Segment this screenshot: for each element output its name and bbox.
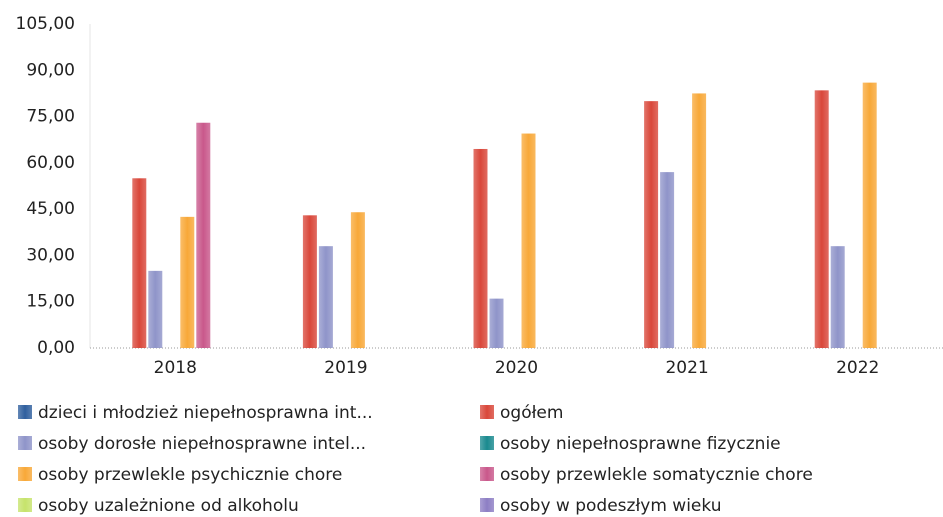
legend-label: dzieci i młodzież niepełnosprawna int... bbox=[38, 403, 373, 423]
y-tick-label: 90,00 bbox=[26, 60, 75, 80]
x-tick-label: 2022 bbox=[836, 358, 879, 378]
legend-label: osoby dorosłe niepełnosprawne intel... bbox=[38, 434, 366, 454]
bar bbox=[132, 178, 147, 348]
legend-swatch bbox=[480, 405, 494, 419]
legend-label: osoby przewlekle somatycznie chore bbox=[500, 465, 813, 485]
y-tick-label: 30,00 bbox=[26, 245, 75, 265]
legend-swatch bbox=[18, 498, 32, 512]
bar bbox=[814, 90, 829, 348]
bar bbox=[489, 298, 504, 348]
bar bbox=[830, 246, 845, 348]
bar bbox=[148, 270, 163, 348]
legend-label: ogółem bbox=[500, 403, 563, 423]
x-tick-label: 2021 bbox=[665, 358, 708, 378]
bar bbox=[302, 215, 317, 348]
legend-swatch bbox=[18, 436, 32, 450]
legend-label: osoby uzależnione od alkoholu bbox=[38, 496, 299, 516]
bar bbox=[196, 122, 211, 348]
bar bbox=[350, 212, 365, 348]
y-tick-label: 45,00 bbox=[26, 199, 75, 219]
bar bbox=[660, 172, 675, 348]
bar bbox=[473, 148, 488, 348]
legend-swatch bbox=[480, 467, 494, 481]
legend-label: osoby w podeszłym wieku bbox=[500, 496, 721, 516]
legend-swatch bbox=[480, 436, 494, 450]
legend-label: osoby niepełnosprawne fizycznie bbox=[500, 434, 781, 454]
bar bbox=[180, 216, 195, 348]
legend-swatch bbox=[480, 498, 494, 512]
y-tick-label: 15,00 bbox=[26, 292, 75, 312]
x-tick-label: 2019 bbox=[324, 358, 367, 378]
bar bbox=[521, 133, 536, 348]
bar bbox=[644, 101, 659, 349]
legend-label: osoby przewlekle psychicznie chore bbox=[38, 465, 342, 485]
legend-swatch bbox=[18, 467, 32, 481]
y-tick-label: 60,00 bbox=[26, 153, 75, 173]
bar bbox=[862, 82, 877, 348]
y-tick-label: 105,00 bbox=[16, 14, 75, 34]
legend-swatch bbox=[18, 405, 32, 419]
bar bbox=[692, 93, 707, 348]
y-tick-label: 75,00 bbox=[26, 107, 75, 127]
bar bbox=[318, 246, 333, 348]
y-tick-label: 0,00 bbox=[37, 338, 75, 358]
x-tick-label: 2018 bbox=[154, 358, 197, 378]
x-tick-label: 2020 bbox=[495, 358, 538, 378]
